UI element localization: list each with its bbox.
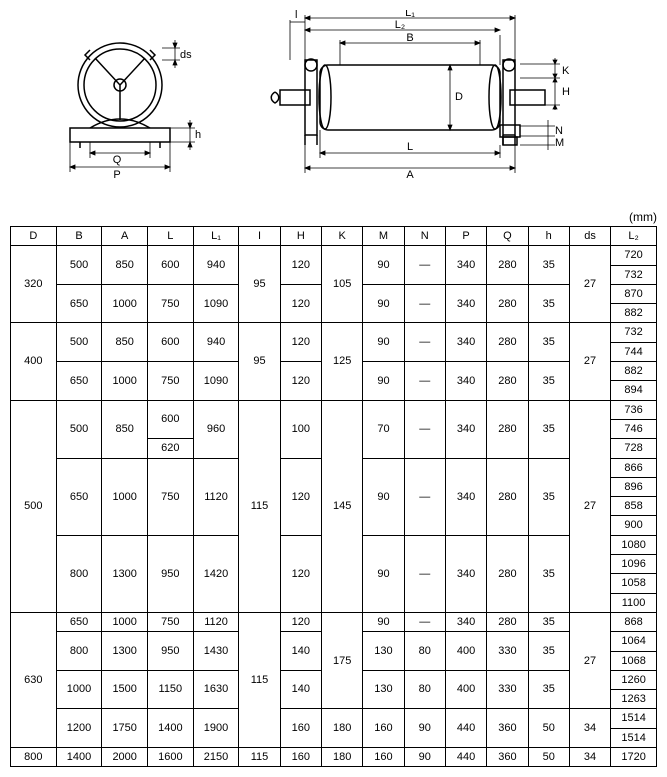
label-A: A [406, 169, 414, 181]
col-K: K [321, 227, 362, 246]
label-ds: ds [180, 49, 192, 61]
side-view-diagram: ds h Q P [40, 20, 220, 180]
table-row: 320 500 850 600 940 95 120 105 90 — 340 … [11, 246, 657, 265]
col-L1: L₁ [193, 227, 239, 246]
table-row: 400 500 850 600 940 95 120 125 90 — 340 … [11, 323, 657, 342]
label-M: M [555, 137, 564, 149]
col-h: h [528, 227, 569, 246]
col-B: B [56, 227, 102, 246]
col-L: L [148, 227, 194, 246]
col-I: I [239, 227, 280, 246]
table-row: 800 1400 2000 1600 2150 115 160 180 160 … [11, 748, 657, 767]
col-Q: Q [487, 227, 528, 246]
table-row: 630 650 1000 750 1120 115 120 175 90 — 3… [11, 612, 657, 631]
col-H: H [280, 227, 321, 246]
unit-label: (mm) [10, 210, 657, 224]
label-L2: L₂ [395, 19, 405, 31]
col-M: M [363, 227, 404, 246]
col-D: D [11, 227, 57, 246]
engineering-diagrams: ds h Q P [10, 10, 657, 190]
table-row: 1200 1750 1400 1900 160 180 160 90 440 3… [11, 709, 657, 728]
table-row: 500 500 850 600 960 115 100 145 70 — 340… [11, 400, 657, 419]
label-h: h [195, 129, 201, 141]
col-A: A [102, 227, 148, 246]
dimensions-table: D B A L L₁ I H K M N P Q h ds L₂ 320 500 [10, 226, 657, 767]
label-L: L [407, 141, 413, 153]
header-row: D B A L L₁ I H K M N P Q h ds L₂ [11, 227, 657, 246]
label-Q: Q [113, 154, 122, 166]
top-view-diagram: l L₁ L₂ B D L A K H N M [250, 10, 580, 190]
col-P: P [445, 227, 486, 246]
col-N: N [404, 227, 445, 246]
label-N: N [555, 125, 563, 137]
label-L1: L₁ [405, 10, 415, 19]
label-B: B [406, 32, 413, 44]
col-L2: L₂ [611, 227, 657, 246]
label-D: D [455, 91, 463, 103]
label-l: l [295, 10, 297, 21]
label-H: H [562, 86, 570, 98]
col-ds: ds [569, 227, 610, 246]
label-P: P [113, 169, 120, 180]
label-K: K [562, 65, 570, 77]
